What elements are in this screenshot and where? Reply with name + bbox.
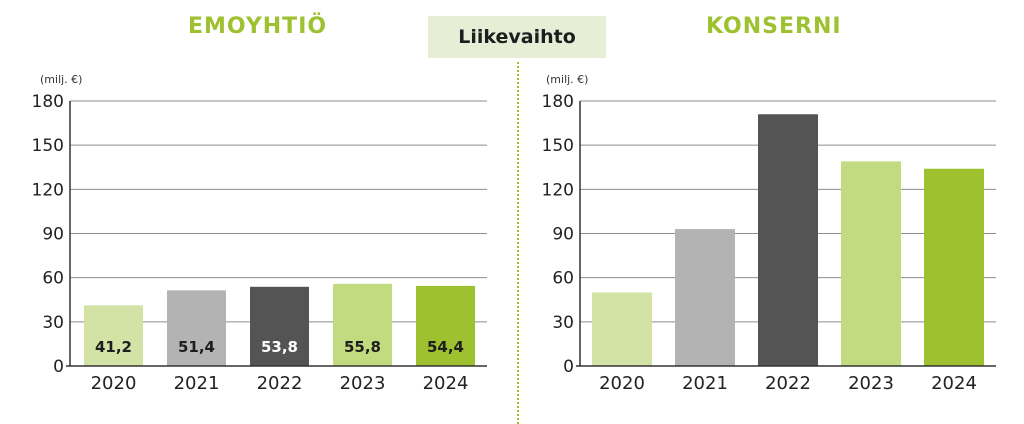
x-tick-label: 2023 — [340, 373, 386, 394]
bar — [167, 290, 226, 366]
metric-badge: Liikevaihto — [428, 16, 606, 58]
y-tick-label: 90 — [42, 225, 64, 245]
data-label: 55,8 — [344, 338, 381, 356]
y-tick-label: 30 — [552, 313, 574, 333]
x-tick-label: 2022 — [765, 373, 811, 394]
bar — [592, 292, 652, 366]
x-tick-label: 2020 — [599, 373, 645, 394]
unit-label: (milj. €) — [546, 73, 588, 86]
bar — [841, 161, 901, 366]
metric-label: Liikevaihto — [458, 26, 576, 48]
x-tick-label: 2024 — [423, 373, 469, 394]
x-tick-label: 2023 — [848, 373, 894, 394]
bar — [758, 114, 818, 366]
y-tick-label: 0 — [563, 357, 574, 377]
panel-divider — [517, 62, 519, 424]
y-tick-label: 150 — [542, 136, 574, 156]
data-label: 41,2 — [95, 338, 132, 356]
unit-label: (milj. €) — [40, 73, 82, 86]
y-tick-label: 0 — [53, 357, 64, 377]
x-tick-label: 2020 — [91, 373, 137, 394]
y-tick-label: 120 — [542, 180, 574, 200]
bar — [333, 283, 392, 366]
data-label: 54,4 — [427, 338, 464, 356]
y-tick-label: 60 — [42, 269, 64, 289]
data-label: 53,8 — [261, 338, 298, 356]
y-tick-label: 180 — [542, 92, 574, 112]
chart-title-konserni: KONSERNI — [706, 14, 842, 39]
y-tick-label: 120 — [32, 180, 64, 200]
bar — [84, 305, 143, 366]
y-tick-label: 30 — [42, 313, 64, 333]
y-tick-label: 90 — [552, 225, 574, 245]
x-tick-label: 2021 — [174, 373, 220, 394]
bar — [250, 286, 309, 366]
x-tick-label: 2022 — [257, 373, 303, 394]
y-tick-label: 180 — [32, 92, 64, 112]
data-label: 51,4 — [178, 338, 215, 356]
bar — [416, 285, 475, 366]
y-tick-label: 60 — [552, 269, 574, 289]
chart-title-emoyhtio: EMOYHTIÖ — [188, 14, 328, 39]
bar — [675, 229, 735, 366]
y-tick-label: 150 — [32, 136, 64, 156]
x-tick-label: 2021 — [682, 373, 728, 394]
x-tick-label: 2024 — [931, 373, 977, 394]
bar — [924, 168, 984, 366]
